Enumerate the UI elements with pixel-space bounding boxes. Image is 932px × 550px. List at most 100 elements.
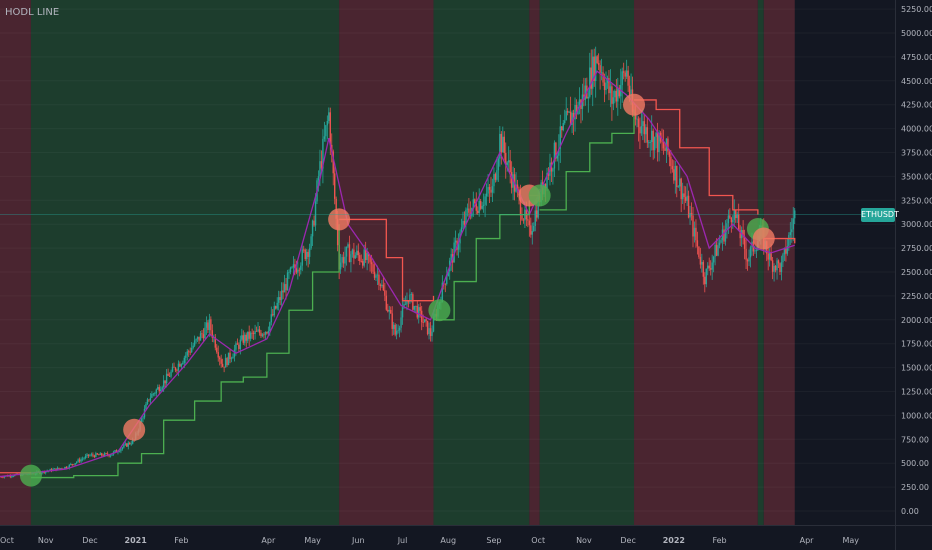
candle-body xyxy=(201,333,203,335)
candle-body xyxy=(270,314,273,323)
candle-body xyxy=(569,111,572,125)
candle-body xyxy=(189,351,191,353)
candle-body xyxy=(488,187,491,190)
time-tick-label: 2022 xyxy=(663,536,685,545)
candle-body xyxy=(779,263,781,273)
candle-body xyxy=(528,220,531,226)
candle-body xyxy=(257,329,259,332)
candle-body xyxy=(149,397,152,401)
time-tick-label: Apr xyxy=(261,536,276,545)
candle-body xyxy=(593,56,595,82)
candle-body xyxy=(12,476,14,477)
candle-body xyxy=(446,276,448,285)
candle-body xyxy=(463,220,466,225)
candle-body xyxy=(177,363,180,371)
candle-body xyxy=(428,328,430,335)
candle-body xyxy=(379,284,382,287)
candle-body xyxy=(636,118,638,120)
candle-body xyxy=(252,332,255,334)
candle-body xyxy=(174,367,177,371)
candle-body xyxy=(687,195,690,218)
price-tick-label: 5250.00 xyxy=(901,5,932,14)
candle-body xyxy=(516,184,519,189)
candle-body xyxy=(724,229,727,242)
candle-body xyxy=(479,200,482,209)
candle-body xyxy=(3,476,6,478)
candle-body xyxy=(391,313,393,329)
candle-body xyxy=(345,246,348,257)
candle-body xyxy=(157,387,159,390)
candle-body xyxy=(292,264,295,268)
candle-body xyxy=(298,269,301,271)
candle-body xyxy=(314,201,317,226)
candle-body xyxy=(673,169,675,181)
candle-body xyxy=(743,236,746,249)
candle-body xyxy=(176,370,178,371)
candle-body xyxy=(589,67,591,97)
candle-body xyxy=(395,330,398,335)
price-tick-label: 1750.00 xyxy=(901,340,932,349)
candle-body xyxy=(692,215,694,237)
candle-body xyxy=(681,193,684,200)
candle-body xyxy=(726,223,728,230)
hodl-segment-bull xyxy=(30,224,340,479)
candle-body xyxy=(129,442,131,445)
candle-body xyxy=(102,455,104,457)
candle-body xyxy=(118,451,121,453)
candle-body xyxy=(723,229,725,242)
candle-body xyxy=(310,236,312,249)
price-tick-label: 1000.00 xyxy=(901,411,932,420)
candle-body xyxy=(474,199,476,204)
candle-body xyxy=(61,468,63,470)
candle-body xyxy=(422,322,424,323)
candle-body xyxy=(180,364,183,367)
candle-body xyxy=(426,320,429,335)
candle-body xyxy=(559,126,561,149)
candle-body xyxy=(658,132,660,153)
candle-body xyxy=(106,453,109,456)
candle-body xyxy=(521,215,523,220)
candle-body xyxy=(503,136,505,154)
candle-body xyxy=(771,260,774,272)
candle-body xyxy=(301,249,303,266)
candle-body xyxy=(509,160,511,173)
candle-body xyxy=(211,330,214,338)
candle-body xyxy=(676,165,678,187)
candle-body xyxy=(788,235,790,246)
candle-body xyxy=(185,355,187,358)
candle-body xyxy=(609,86,612,94)
candle-body xyxy=(224,358,227,368)
candle-body xyxy=(331,144,333,152)
candle-body xyxy=(295,268,298,273)
candle-body xyxy=(81,458,84,460)
candle-body xyxy=(487,187,489,194)
candle-body xyxy=(92,454,94,456)
candle-body xyxy=(354,255,357,259)
candle-body xyxy=(195,339,197,341)
candle-body xyxy=(444,283,446,285)
candle-body xyxy=(693,227,696,237)
time-tick-label: Oct xyxy=(0,536,14,545)
candle-body xyxy=(490,189,492,193)
candle-body xyxy=(709,268,712,270)
candle-body xyxy=(145,403,147,410)
candle-body xyxy=(328,112,330,121)
candle-body xyxy=(621,71,623,86)
price-tick-label: 750.00 xyxy=(901,435,929,444)
candle-body xyxy=(344,256,346,264)
candle-body xyxy=(83,458,85,459)
candle-body xyxy=(101,453,103,456)
candle-body xyxy=(460,227,463,233)
candle-body xyxy=(289,267,292,273)
candle-body xyxy=(590,67,592,89)
candle-body xyxy=(385,295,388,310)
time-tick-label: Feb xyxy=(174,536,188,545)
candle-body xyxy=(305,251,308,260)
hodl-line xyxy=(0,99,796,479)
candle-body xyxy=(241,335,243,340)
candle-body xyxy=(269,322,271,332)
candle-body xyxy=(258,329,261,333)
time-tick-label: May xyxy=(304,536,321,545)
